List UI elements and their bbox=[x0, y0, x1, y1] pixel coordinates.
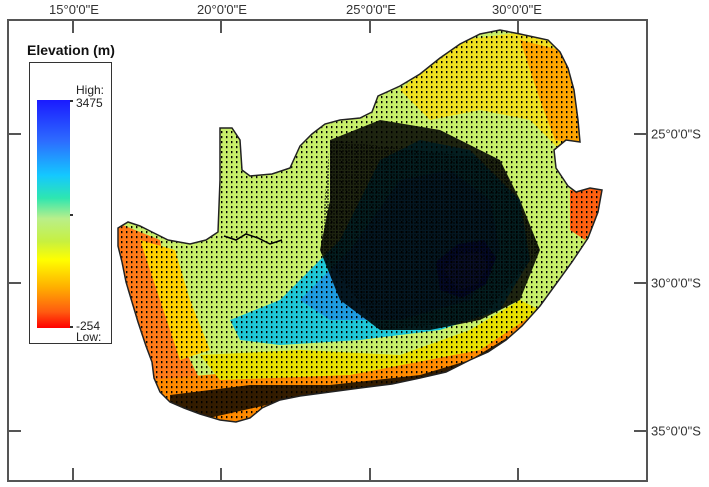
lon-tick-15 bbox=[72, 19, 74, 33]
lat-label-30: 30°0'0"S bbox=[651, 275, 701, 291]
elevation-colorbar bbox=[37, 100, 70, 328]
lat-tick-left-30 bbox=[7, 282, 21, 284]
lat-tick-left-25 bbox=[7, 133, 21, 135]
colorbar-tick-mid bbox=[70, 214, 73, 216]
legend-high-value: 3475 bbox=[76, 96, 103, 110]
lat-tick-right-35 bbox=[634, 430, 648, 432]
lat-tick-right-30 bbox=[634, 282, 648, 284]
colorbar-tick-high bbox=[70, 100, 73, 102]
lon-label-20: 20°0'0"E bbox=[197, 2, 247, 17]
lon-tick-bottom-15 bbox=[72, 468, 74, 482]
map-frame bbox=[7, 19, 648, 482]
lon-label-15: 15°0'0"E bbox=[49, 2, 99, 17]
legend-high-label: High: bbox=[76, 83, 105, 97]
legend-title: Elevation (m) bbox=[27, 42, 115, 58]
lon-tick-30 bbox=[517, 19, 519, 33]
lon-tick-bottom-25 bbox=[369, 468, 371, 482]
lat-label-35: 35°0'0"S bbox=[651, 423, 701, 439]
legend-low-value: -254 bbox=[76, 319, 101, 333]
lon-tick-25 bbox=[369, 19, 371, 33]
lat-tick-left-35 bbox=[7, 430, 21, 432]
lon-tick-bottom-20 bbox=[220, 468, 222, 482]
legend-low-label: Low: bbox=[76, 330, 102, 344]
lon-label-25: 25°0'0"E bbox=[346, 2, 396, 17]
colorbar-tick-low bbox=[70, 326, 73, 328]
lat-tick-right-25 bbox=[634, 133, 648, 135]
lon-label-30: 30°0'0"E bbox=[492, 2, 542, 17]
lon-tick-bottom-30 bbox=[517, 468, 519, 482]
lat-label-25: 25°0'0"S bbox=[651, 126, 701, 142]
lon-tick-20 bbox=[220, 19, 222, 33]
